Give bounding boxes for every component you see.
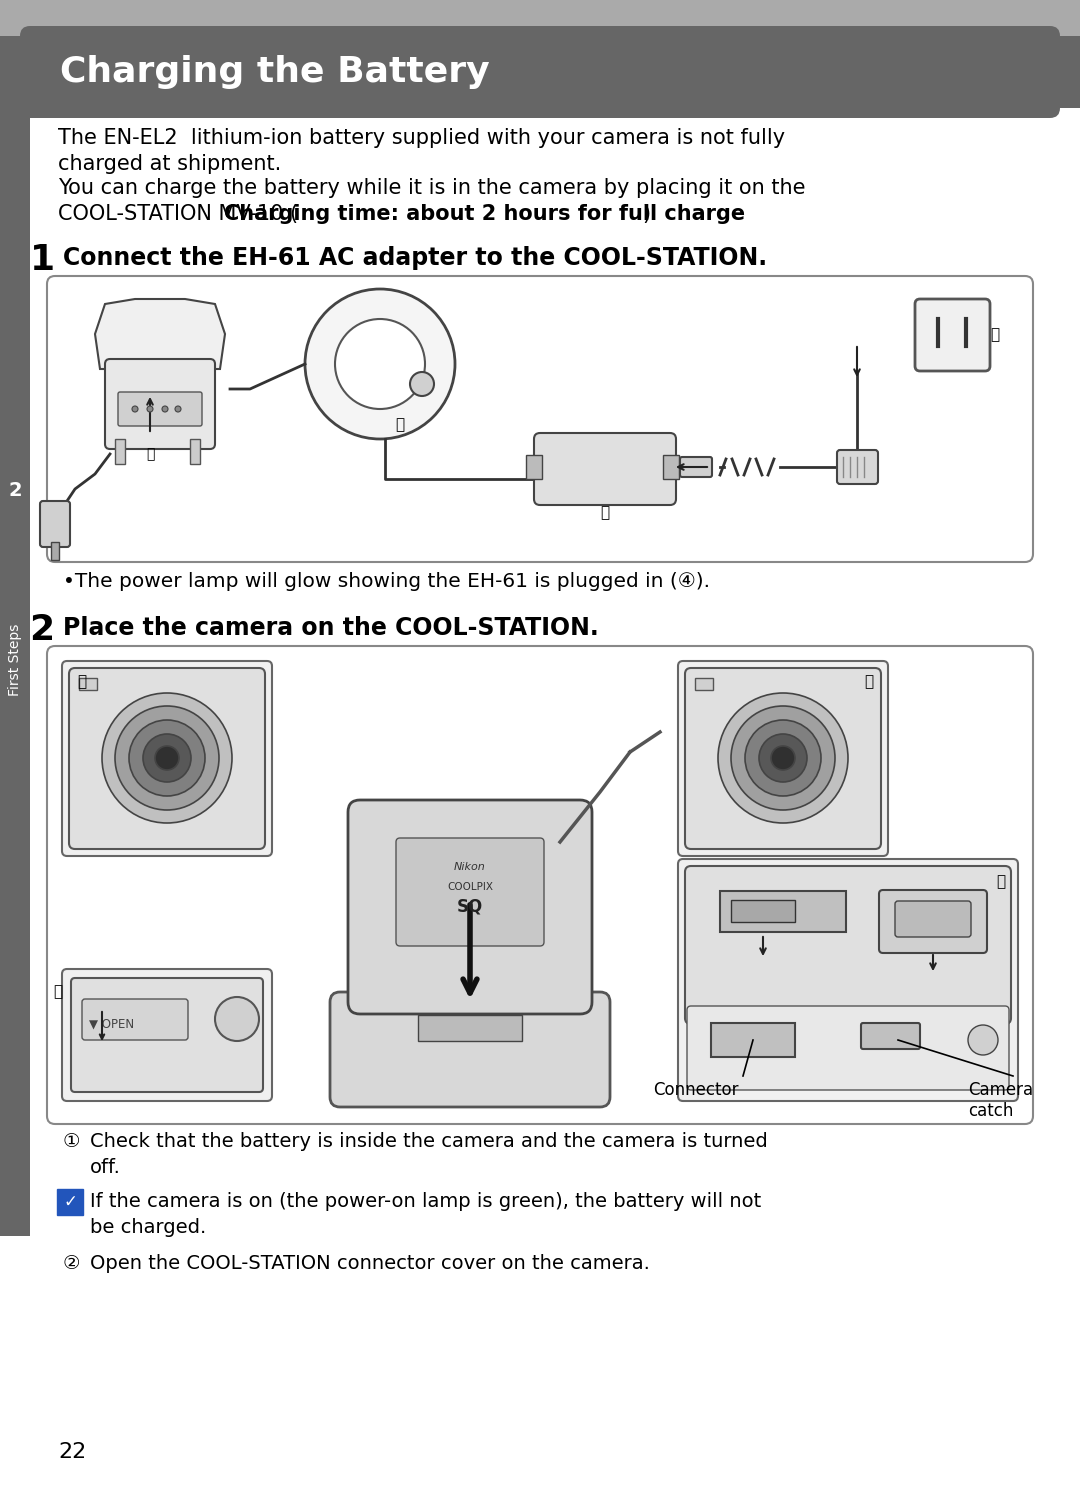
Circle shape bbox=[718, 692, 848, 823]
Circle shape bbox=[156, 746, 179, 770]
FancyBboxPatch shape bbox=[720, 892, 846, 932]
Text: ②: ② bbox=[63, 1254, 81, 1274]
Text: ①: ① bbox=[63, 1132, 81, 1152]
Circle shape bbox=[162, 406, 168, 412]
Text: ).: ). bbox=[642, 204, 657, 224]
Bar bbox=[190, 438, 200, 464]
FancyBboxPatch shape bbox=[685, 669, 881, 849]
FancyBboxPatch shape bbox=[534, 432, 676, 505]
Circle shape bbox=[114, 706, 219, 810]
Circle shape bbox=[335, 319, 426, 409]
Circle shape bbox=[132, 406, 138, 412]
FancyBboxPatch shape bbox=[71, 978, 264, 1092]
Circle shape bbox=[175, 406, 181, 412]
Bar bbox=[0, 36, 30, 1236]
Text: First Steps: First Steps bbox=[8, 624, 22, 695]
Circle shape bbox=[968, 1025, 998, 1055]
Text: Connector: Connector bbox=[653, 1080, 739, 1100]
Circle shape bbox=[731, 706, 835, 810]
Text: ⓢ: ⓢ bbox=[996, 874, 1005, 889]
Circle shape bbox=[147, 406, 153, 412]
Circle shape bbox=[129, 721, 205, 796]
FancyBboxPatch shape bbox=[685, 866, 1011, 1024]
Circle shape bbox=[771, 746, 795, 770]
FancyBboxPatch shape bbox=[915, 299, 990, 372]
Text: Charging the Battery: Charging the Battery bbox=[60, 55, 489, 89]
FancyBboxPatch shape bbox=[678, 661, 888, 856]
FancyBboxPatch shape bbox=[62, 969, 272, 1101]
Text: Open the COOL-STATION connector cover on the camera.: Open the COOL-STATION connector cover on… bbox=[90, 1254, 650, 1274]
Polygon shape bbox=[95, 299, 225, 369]
Text: ⓡ: ⓡ bbox=[146, 447, 154, 461]
Text: The EN-EL2  lithium-ion battery supplied with your camera is not fully: The EN-EL2 lithium-ion battery supplied … bbox=[58, 128, 785, 149]
Text: 1: 1 bbox=[29, 244, 55, 276]
Text: If the camera is on (the power-on lamp is green), the battery will not: If the camera is on (the power-on lamp i… bbox=[90, 1192, 761, 1211]
Text: ✓: ✓ bbox=[63, 1193, 77, 1211]
Bar bbox=[114, 438, 125, 464]
Text: 22: 22 bbox=[58, 1441, 86, 1462]
FancyBboxPatch shape bbox=[57, 1189, 83, 1216]
FancyBboxPatch shape bbox=[396, 838, 544, 947]
Text: 2: 2 bbox=[29, 614, 55, 646]
FancyBboxPatch shape bbox=[678, 859, 1018, 1101]
FancyBboxPatch shape bbox=[663, 455, 679, 478]
Text: ⓠ: ⓠ bbox=[77, 675, 86, 690]
Circle shape bbox=[102, 692, 232, 823]
Circle shape bbox=[215, 997, 259, 1042]
FancyBboxPatch shape bbox=[69, 669, 265, 849]
Circle shape bbox=[410, 372, 434, 395]
FancyBboxPatch shape bbox=[837, 450, 878, 484]
Circle shape bbox=[143, 734, 191, 782]
FancyBboxPatch shape bbox=[526, 455, 542, 478]
Text: Camera
catch: Camera catch bbox=[968, 1080, 1034, 1120]
Text: ▼ OPEN: ▼ OPEN bbox=[89, 1018, 134, 1030]
Text: Place the camera on the COOL-STATION.: Place the camera on the COOL-STATION. bbox=[63, 617, 598, 640]
FancyBboxPatch shape bbox=[62, 661, 272, 856]
Text: •The power lamp will glow showing the EH-61 is plugged in (④).: •The power lamp will glow showing the EH… bbox=[63, 572, 710, 591]
Text: Connect the EH-61 AC adapter to the COOL-STATION.: Connect the EH-61 AC adapter to the COOL… bbox=[63, 247, 767, 270]
FancyBboxPatch shape bbox=[879, 890, 987, 953]
Text: COOLPIX: COOLPIX bbox=[447, 883, 492, 892]
Text: Charging time: about 2 hours for full charge: Charging time: about 2 hours for full ch… bbox=[224, 204, 745, 224]
Bar bbox=[696, 678, 713, 690]
FancyBboxPatch shape bbox=[731, 901, 795, 921]
FancyBboxPatch shape bbox=[680, 458, 712, 477]
Bar bbox=[30, 36, 1080, 108]
FancyBboxPatch shape bbox=[687, 1006, 1009, 1091]
Text: You can charge the battery while it is in the camera by placing it on the: You can charge the battery while it is i… bbox=[58, 178, 806, 198]
FancyBboxPatch shape bbox=[895, 901, 971, 938]
Text: be charged.: be charged. bbox=[90, 1219, 206, 1236]
Circle shape bbox=[745, 721, 821, 796]
Text: Check that the battery is inside the camera and the camera is turned: Check that the battery is inside the cam… bbox=[90, 1132, 768, 1152]
FancyBboxPatch shape bbox=[82, 999, 188, 1040]
FancyBboxPatch shape bbox=[48, 276, 1032, 562]
FancyBboxPatch shape bbox=[330, 993, 610, 1107]
FancyBboxPatch shape bbox=[48, 646, 1032, 1123]
Bar bbox=[51, 542, 59, 560]
Text: ⓢ: ⓢ bbox=[990, 327, 999, 342]
FancyBboxPatch shape bbox=[21, 25, 1059, 117]
Text: SQ: SQ bbox=[457, 898, 483, 915]
Text: charged at shipment.: charged at shipment. bbox=[58, 155, 281, 174]
Circle shape bbox=[759, 734, 807, 782]
FancyBboxPatch shape bbox=[40, 501, 70, 547]
Text: ⓠ: ⓠ bbox=[600, 505, 609, 520]
FancyBboxPatch shape bbox=[105, 360, 215, 449]
FancyBboxPatch shape bbox=[861, 1022, 920, 1049]
Text: Nikon: Nikon bbox=[454, 862, 486, 872]
FancyBboxPatch shape bbox=[348, 799, 592, 1013]
Text: ⓣ: ⓣ bbox=[395, 418, 405, 432]
FancyBboxPatch shape bbox=[118, 392, 202, 426]
Text: 2: 2 bbox=[9, 480, 22, 499]
Text: off.: off. bbox=[90, 1158, 121, 1177]
Text: COOL-STATION MV-10 (: COOL-STATION MV-10 ( bbox=[58, 204, 298, 224]
Text: ⓣ: ⓣ bbox=[864, 675, 873, 690]
Bar bbox=[0, 0, 1080, 36]
FancyBboxPatch shape bbox=[711, 1022, 795, 1057]
Circle shape bbox=[305, 288, 455, 438]
FancyBboxPatch shape bbox=[418, 1015, 522, 1042]
Text: ⓡ: ⓡ bbox=[53, 984, 62, 999]
Bar bbox=[79, 678, 97, 690]
